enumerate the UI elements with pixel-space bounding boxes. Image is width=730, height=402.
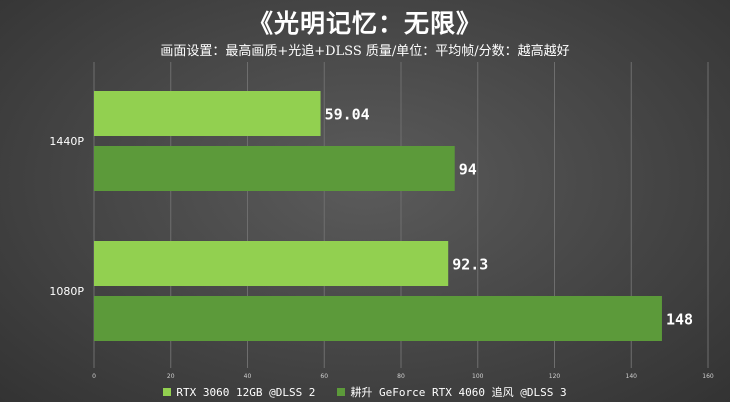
- bar-1440P-series-1: [94, 91, 321, 136]
- data-label: 94: [459, 161, 477, 179]
- legend-item-series-2: 耕升 GeForce RTX 4060 追风 @DLSS 3: [337, 384, 567, 400]
- chart-title: 《光明记忆：无限》: [247, 9, 482, 38]
- legend-label-series-1: RTX 3060 12GB @DLSS 2: [176, 385, 316, 399]
- bar-1080P-series-2: [94, 296, 662, 341]
- y-category-label: 1080P: [49, 285, 84, 298]
- legend-item-series-1: RTX 3060 12GB @DLSS 2: [163, 384, 315, 400]
- bar-1440P-series-2: [94, 146, 455, 191]
- data-label: 92.3: [452, 256, 488, 274]
- bar-1080P-series-1: [94, 241, 449, 286]
- x-tick-label: 160: [702, 373, 714, 380]
- data-label: 59.04: [325, 106, 370, 124]
- x-tick-label: 20: [167, 373, 175, 380]
- x-tick-label: 80: [397, 373, 405, 380]
- y-category-label: 1440P: [49, 135, 84, 148]
- chart-subtitle: 画面设置：最高画质+光追+DLSS 质量/单位：平均帧/分数：越高越好: [160, 44, 570, 59]
- legend-swatch-series-2: [337, 388, 346, 396]
- x-tick-label: 40: [244, 373, 252, 380]
- chart-legend: RTX 3060 12GB @DLSS 2 耕升 GeForce RTX 406…: [0, 384, 730, 400]
- x-tick-label: 0: [92, 373, 96, 380]
- x-tick-label: 100: [472, 373, 484, 380]
- legend-swatch-series-1: [163, 388, 172, 396]
- data-label: 148: [666, 311, 693, 329]
- x-tick-label: 120: [549, 373, 561, 380]
- x-tick-label: 140: [626, 373, 638, 380]
- x-tick-label: 60: [320, 373, 328, 380]
- legend-label-series-2: 耕升 GeForce RTX 4060 追风 @DLSS 3: [350, 386, 567, 399]
